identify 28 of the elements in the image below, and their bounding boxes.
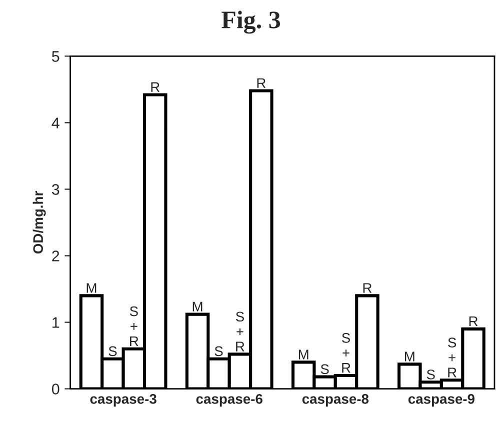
text: M [86, 283, 96, 293]
y-tick-label: 1 [52, 317, 60, 328]
y-tick-label: 2 [52, 250, 60, 262]
y-axis-title: OD/mg.hr [32, 191, 46, 254]
text: S+R [130, 306, 138, 346]
text: R [469, 316, 478, 326]
chart-title: Fig. 3 [222, 10, 280, 34]
series-label: S+R [236, 312, 244, 352]
x-tick-label: caspase-9 [408, 394, 475, 407]
text: S [426, 370, 435, 380]
x-tick-label: caspase-8 [302, 394, 369, 407]
x-tick-label: caspase-3 [90, 394, 156, 407]
text: M [298, 350, 308, 360]
y-tick-label: 4 [52, 118, 60, 128]
y-tick-label: 3 [52, 184, 60, 195]
series-label: M [404, 352, 414, 362]
series-label: R [257, 78, 266, 88]
text: S [214, 346, 223, 356]
y-tick-label: 0 [52, 384, 60, 394]
x-tick-label: caspase-6 [196, 394, 262, 407]
text: S [320, 364, 329, 374]
series-label: S [108, 346, 117, 356]
y-tick-label: 5 [52, 51, 60, 62]
text: M [192, 302, 202, 312]
text: S+R [448, 338, 456, 378]
text: R [363, 283, 372, 293]
text: R [151, 82, 160, 92]
text: S+R [342, 332, 350, 373]
